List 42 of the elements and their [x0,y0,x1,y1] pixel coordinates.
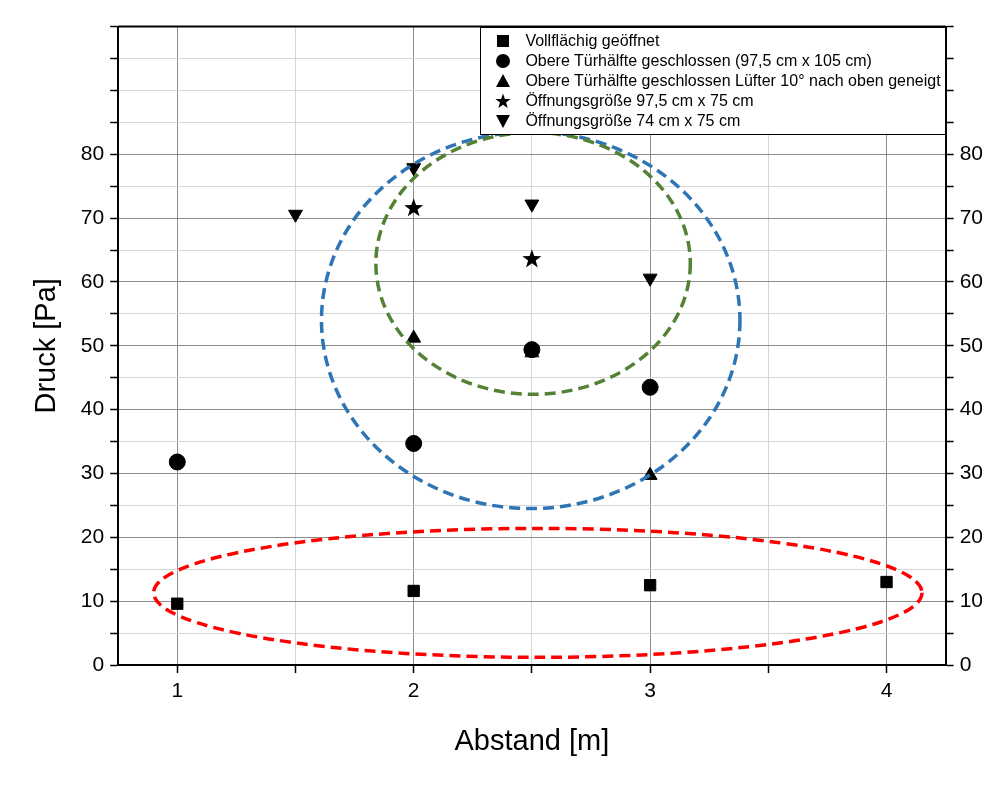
point [524,199,540,213]
x-tick-label: 3 [644,678,656,702]
y-tick-label: 60 [80,268,105,292]
y2-tick-label: 70 [959,204,983,228]
y2-tick-label: 20 [959,524,983,548]
point [643,579,657,592]
y2-tick-label: 60 [959,268,983,292]
y-axis-title: Druck [Pa] [29,278,62,414]
y-tick-label: 80 [80,141,105,165]
y-tick-label: 50 [80,332,105,356]
legend-label: Obere Türhälfte geschlossen (97,5 cm x 105 cm) [525,50,872,71]
point [171,597,184,610]
legend-label: Vollflächig geöffnet [525,30,660,51]
y-tick-label: 10 [80,587,105,611]
point [405,434,423,452]
point [641,378,659,396]
point [642,273,658,287]
legend-label: Obere Türhälfte geschlossen Lüfter 10° nach oben geneigt [525,70,941,91]
y-tick-label: 70 [80,204,105,228]
legend-label: Öffnungsgröße 74 cm x 75 cm [525,110,741,131]
y2-tick-label: 0 [959,651,972,675]
point [522,249,542,268]
x-tick-label: 2 [407,678,420,702]
y2-tick-label: 40 [959,396,983,420]
y-tick-label: 20 [80,524,105,548]
point [880,575,893,589]
x-tick-label: 4 [880,678,893,702]
point [168,453,186,471]
y-tick-label: 40 [80,396,105,420]
y2-tick-label: 10 [959,587,983,611]
point [407,584,420,598]
y2-tick-label: 80 [959,141,983,165]
point [288,209,303,223]
legend-label: Öffnungsgröße 97,5 cm x 75 cm [525,90,754,111]
x-axis-title: Abstand [m] [454,723,610,756]
y-tick-label: 30 [80,460,105,484]
x-tick-label: 1 [171,678,184,702]
y-tick-label: 0 [92,651,105,675]
y2-tick-label: 30 [959,460,983,484]
y2-tick-label: 50 [959,332,983,356]
point [404,198,424,217]
point [406,163,422,177]
